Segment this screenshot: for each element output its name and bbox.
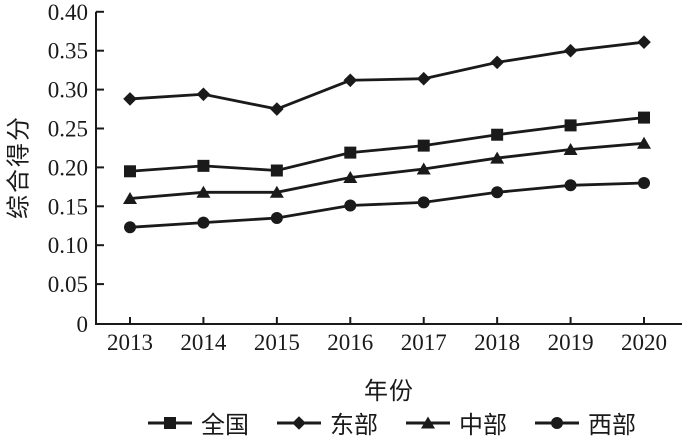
square-marker xyxy=(124,165,136,178)
triangle-marker xyxy=(123,192,137,205)
diamond-icon xyxy=(277,415,321,430)
x-tick-label: 2018 xyxy=(474,330,520,355)
square-marker xyxy=(491,128,504,141)
legend-label: 全国 xyxy=(201,413,249,439)
triangle-marker xyxy=(416,162,431,175)
triangle-marker xyxy=(196,185,211,198)
circle-marker xyxy=(564,179,577,192)
triangle-marker xyxy=(637,136,652,149)
y-tick-label: 0.40 xyxy=(48,0,88,25)
legend: 全国 东部 中部 西部 xyxy=(148,405,636,439)
y-tick-label: 0.35 xyxy=(48,39,88,64)
y-tick-label: 0.10 xyxy=(48,233,88,258)
triangle-marker xyxy=(343,171,358,184)
x-tick-label: 2020 xyxy=(621,330,667,355)
circle-marker xyxy=(197,216,210,229)
triangle-marker xyxy=(269,185,284,198)
circle-icon xyxy=(535,416,579,429)
legend-item: 西部 xyxy=(535,405,636,439)
diamond-marker xyxy=(637,35,651,49)
y-tick-label: 0 xyxy=(77,312,89,337)
y-axis-title: 综合得分 xyxy=(6,115,33,219)
axis-frame xyxy=(95,11,682,325)
y-tick-label: 0.05 xyxy=(48,272,88,297)
diamond-marker xyxy=(123,92,137,106)
square-icon xyxy=(148,416,192,429)
legend-item: 中部 xyxy=(406,405,507,439)
legend-label: 东部 xyxy=(330,413,378,439)
x-tick-label: 2017 xyxy=(401,330,447,355)
series-diamond-line xyxy=(129,40,645,111)
square-marker xyxy=(270,164,283,177)
x-tick-label: 2019 xyxy=(548,330,594,355)
square-marker xyxy=(417,139,430,152)
legend-label: 中部 xyxy=(459,413,507,439)
series-diamond xyxy=(123,35,651,116)
circle-marker xyxy=(344,199,357,212)
legend-label: 西部 xyxy=(588,413,636,439)
triangle-icon xyxy=(406,416,450,428)
diamond-marker xyxy=(270,102,284,116)
circle-marker xyxy=(491,186,504,199)
triangle-marker xyxy=(421,416,435,428)
circle-marker xyxy=(417,196,430,209)
y-tick-label: 0.15 xyxy=(48,194,88,219)
circle-marker xyxy=(124,221,136,234)
x-axis-title: 年份 xyxy=(364,379,414,405)
y-tick-label: 0.25 xyxy=(48,117,88,142)
triangle-marker xyxy=(563,143,578,156)
y-tick-label: 0.20 xyxy=(48,155,88,180)
circle-marker xyxy=(270,211,283,224)
x-tick-label: 2016 xyxy=(327,330,373,355)
x-tick-label: 2013 xyxy=(107,330,153,355)
diamond-marker xyxy=(490,55,504,70)
series-square xyxy=(124,111,651,178)
series-circle xyxy=(124,176,651,234)
triangle-marker xyxy=(490,151,505,164)
diamond-marker xyxy=(292,415,306,430)
legend-item: 全国 xyxy=(148,405,249,439)
diamond-marker xyxy=(563,43,578,58)
x-tick-label: 2015 xyxy=(254,330,300,355)
diamond-marker xyxy=(196,87,211,102)
square-marker xyxy=(344,146,357,159)
legend-item: 东部 xyxy=(277,405,378,439)
diamond-marker xyxy=(343,73,358,88)
series-triangle-line xyxy=(129,141,645,200)
series-triangle xyxy=(123,136,652,205)
x-tick-label: 2014 xyxy=(180,330,227,355)
circle-marker xyxy=(551,416,563,429)
square-marker xyxy=(197,159,210,172)
square-marker xyxy=(564,119,577,132)
series-circle-line xyxy=(129,181,645,229)
square-marker xyxy=(638,111,651,124)
y-tick-label: 0.30 xyxy=(48,78,88,103)
series-square-line xyxy=(129,116,645,173)
circle-marker xyxy=(638,176,651,189)
square-marker xyxy=(164,416,176,429)
diamond-marker xyxy=(416,71,431,86)
